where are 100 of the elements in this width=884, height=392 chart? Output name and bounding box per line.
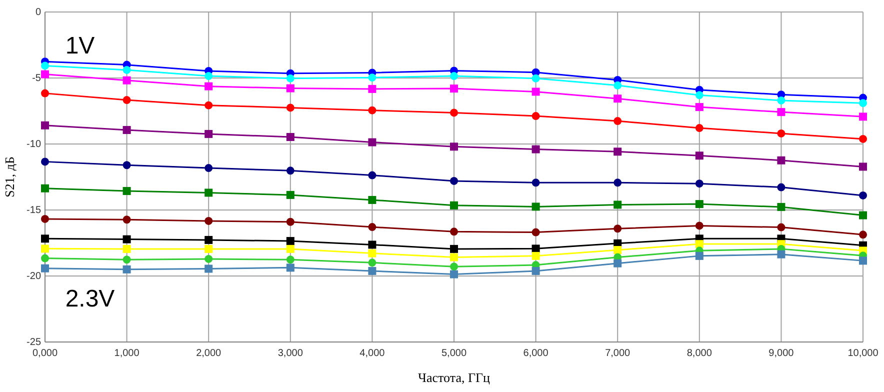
point bbox=[286, 218, 294, 226]
point bbox=[122, 265, 131, 274]
point bbox=[532, 145, 540, 154]
point bbox=[286, 244, 294, 253]
point bbox=[532, 178, 540, 187]
point bbox=[777, 202, 786, 211]
point bbox=[204, 101, 213, 110]
y-tick-label: -20 bbox=[26, 271, 42, 282]
point bbox=[450, 253, 458, 262]
point bbox=[368, 84, 376, 93]
point bbox=[859, 211, 867, 220]
point bbox=[122, 96, 131, 104]
point bbox=[368, 74, 376, 82]
x-tick-label: 5,000 bbox=[441, 348, 467, 359]
point bbox=[695, 240, 704, 248]
point bbox=[777, 129, 786, 138]
point bbox=[122, 244, 131, 253]
point bbox=[286, 264, 294, 272]
point bbox=[204, 216, 213, 225]
point bbox=[450, 72, 458, 80]
point bbox=[41, 244, 49, 253]
y-tick-label: -25 bbox=[26, 337, 42, 348]
point bbox=[41, 70, 49, 78]
point bbox=[614, 94, 622, 103]
point bbox=[450, 244, 458, 253]
point bbox=[777, 108, 786, 116]
point bbox=[41, 234, 49, 243]
point bbox=[368, 249, 376, 258]
point bbox=[368, 258, 376, 267]
point bbox=[286, 237, 294, 246]
point bbox=[695, 103, 704, 112]
point bbox=[204, 130, 213, 138]
point bbox=[614, 178, 622, 187]
x-tick-label: 4,000 bbox=[360, 348, 386, 359]
point bbox=[122, 66, 131, 74]
point bbox=[122, 256, 131, 264]
point bbox=[777, 156, 786, 164]
point bbox=[122, 76, 131, 84]
point bbox=[532, 228, 540, 236]
point bbox=[368, 138, 376, 146]
point bbox=[286, 256, 294, 264]
x-axis-title: Частота, ГГц bbox=[418, 370, 490, 385]
point bbox=[859, 134, 867, 143]
point bbox=[614, 81, 622, 90]
point bbox=[614, 224, 622, 233]
point bbox=[532, 244, 540, 253]
x-tick-label: 7,000 bbox=[605, 348, 631, 359]
point bbox=[41, 89, 49, 98]
point bbox=[695, 222, 704, 230]
y-tick-label: -10 bbox=[26, 139, 42, 150]
point bbox=[695, 180, 704, 188]
y-tick-label: -5 bbox=[32, 73, 42, 84]
point bbox=[777, 183, 786, 192]
point bbox=[859, 191, 867, 200]
point bbox=[532, 266, 540, 275]
point bbox=[532, 202, 540, 211]
point bbox=[450, 262, 458, 271]
point bbox=[614, 148, 622, 156]
point bbox=[695, 124, 704, 132]
point bbox=[777, 223, 786, 232]
point bbox=[204, 164, 213, 172]
x-tick-label: 2,000 bbox=[196, 348, 222, 359]
point bbox=[204, 72, 213, 80]
point bbox=[286, 74, 294, 82]
point bbox=[368, 196, 376, 204]
point bbox=[204, 236, 213, 244]
point bbox=[450, 201, 458, 210]
point bbox=[450, 108, 458, 117]
point bbox=[41, 184, 49, 192]
point bbox=[122, 126, 131, 134]
point bbox=[286, 133, 294, 142]
x-tick-label: 1,000 bbox=[114, 348, 140, 359]
point bbox=[859, 112, 867, 121]
x-tick-label: 3,000 bbox=[278, 348, 304, 359]
point bbox=[450, 228, 458, 236]
point bbox=[286, 166, 294, 175]
point bbox=[204, 244, 213, 253]
point bbox=[368, 240, 376, 249]
point bbox=[614, 200, 622, 209]
point bbox=[41, 121, 49, 130]
annotation: 1V bbox=[65, 32, 95, 60]
point bbox=[695, 200, 704, 208]
point bbox=[450, 84, 458, 93]
point bbox=[204, 188, 213, 197]
point bbox=[695, 252, 704, 260]
point bbox=[368, 171, 376, 180]
point bbox=[614, 246, 622, 254]
point bbox=[368, 223, 376, 232]
point bbox=[614, 259, 622, 268]
point bbox=[532, 112, 540, 120]
point bbox=[368, 106, 376, 114]
point bbox=[204, 82, 213, 90]
point bbox=[777, 96, 786, 104]
x-tick-label: 10,000 bbox=[848, 348, 879, 359]
annotation: 2.3V bbox=[65, 285, 115, 312]
point bbox=[41, 158, 49, 166]
point bbox=[859, 230, 867, 239]
point bbox=[122, 216, 131, 224]
y-tick-label: -15 bbox=[26, 205, 42, 216]
point bbox=[450, 270, 458, 278]
